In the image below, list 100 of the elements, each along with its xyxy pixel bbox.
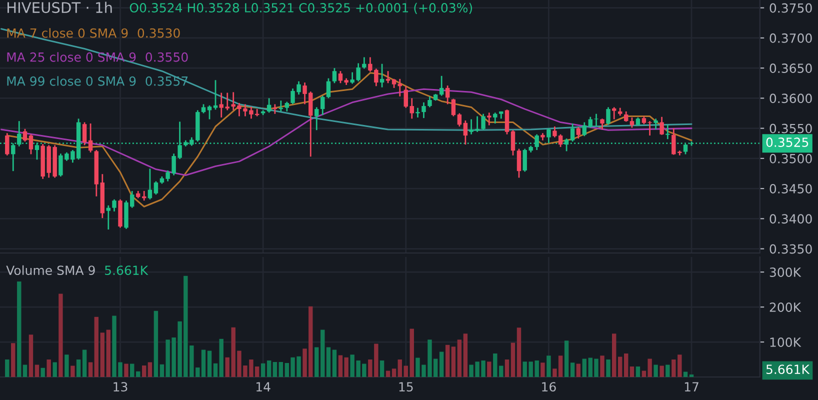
- bar: [207, 350, 212, 377]
- bar: [88, 362, 93, 377]
- bar: [136, 371, 140, 377]
- bar: [40, 368, 45, 377]
- candlestick: [445, 84, 450, 105]
- bar: [314, 347, 319, 377]
- bar: [630, 366, 634, 377]
- candlestick: [225, 92, 230, 111]
- candlestick: [487, 112, 492, 126]
- bar: [260, 363, 266, 377]
- bar: [22, 364, 28, 377]
- candlestick: [148, 168, 152, 200]
- candlestick: [516, 148, 522, 178]
- candlestick: [457, 112, 462, 128]
- candlestick: [422, 102, 426, 119]
- candlestick: [88, 122, 93, 154]
- x-tick-label: 17: [684, 382, 698, 392]
- bar: [100, 332, 105, 377]
- candlestick: [504, 108, 510, 136]
- candlestick: [416, 107, 420, 118]
- bar: [410, 328, 414, 377]
- candlestick: [362, 56, 366, 70]
- candlestick: [404, 85, 408, 109]
- bar: [654, 364, 658, 377]
- candlestick: [666, 124, 670, 140]
- candlestick: [439, 75, 444, 96]
- bar: [445, 344, 450, 377]
- candlestick: [398, 78, 402, 98]
- series-label: MA 99 close 0 SMA 9: [7, 76, 136, 86]
- candlestick: [600, 118, 604, 130]
- bar: [612, 334, 616, 377]
- line-series: [6, 72, 692, 208]
- bar: [225, 357, 230, 377]
- bar: [154, 310, 158, 377]
- y-tick-label: 0.3400: [770, 214, 812, 224]
- text: 5.661K: [766, 364, 810, 374]
- bar: [392, 368, 396, 377]
- candlestick: [493, 112, 498, 124]
- candlestick: [612, 106, 616, 120]
- bar: [34, 364, 40, 377]
- bar: [58, 294, 63, 377]
- bar: [493, 354, 498, 377]
- bar: [124, 364, 128, 377]
- bar: [76, 360, 81, 377]
- bar: [266, 360, 272, 377]
- bar: [386, 370, 390, 377]
- bar: [439, 352, 444, 377]
- ref-line-label: 0.3525: [766, 138, 808, 147]
- bar: [11, 343, 16, 377]
- y-tick-label: 100K: [770, 337, 802, 347]
- bar: [320, 330, 325, 377]
- bar: [82, 350, 87, 377]
- candlestick: [112, 198, 116, 212]
- bar: [499, 366, 504, 377]
- bar: [636, 366, 640, 377]
- y-tick-label: 300K: [770, 268, 802, 277]
- candlestick: [463, 120, 468, 146]
- y-tick-label: 0.3500: [770, 154, 812, 164]
- candlestick: [654, 118, 658, 130]
- y-tick-label: 0.3650: [770, 64, 812, 73]
- candlestick: [332, 67, 337, 84]
- candlestick: [576, 126, 581, 140]
- bar: [332, 350, 337, 377]
- bar: [380, 360, 384, 377]
- x-tick-label: 13: [114, 382, 128, 392]
- bar: [660, 366, 664, 377]
- y-tick-label: 0.3600: [770, 94, 812, 104]
- candlestick: [207, 104, 212, 120]
- bar: [70, 366, 75, 377]
- candlestick: [481, 113, 486, 131]
- bar: [624, 354, 628, 377]
- annotation: 0.3550: [146, 52, 188, 62]
- x-tick-label: 15: [399, 382, 413, 392]
- bar: [546, 356, 551, 377]
- bar: [463, 334, 468, 377]
- candlestick: [320, 95, 325, 116]
- candlestick: [266, 97, 272, 114]
- y-tick-label: 200K: [770, 302, 802, 312]
- bar: [600, 356, 604, 377]
- bar: [487, 362, 492, 377]
- y-tick-label: 0.3750: [770, 3, 812, 13]
- bar: [540, 362, 545, 377]
- bar: [28, 334, 34, 377]
- candlestick: [606, 106, 610, 126]
- bar: [52, 362, 57, 377]
- candlestick: [624, 110, 628, 122]
- candlestick: [154, 180, 158, 196]
- bar: [64, 354, 69, 377]
- bar: [564, 340, 569, 377]
- bar: [666, 364, 670, 377]
- candlestick: [219, 92, 224, 118]
- bar: [5, 360, 10, 377]
- candlestick: [588, 116, 593, 128]
- candlestick: [594, 113, 598, 128]
- candlestick: [201, 104, 206, 114]
- bar: [570, 362, 575, 377]
- candlestick: [106, 204, 111, 230]
- bar: [94, 316, 99, 377]
- candlestick: [451, 98, 456, 117]
- candlestick: [546, 128, 551, 144]
